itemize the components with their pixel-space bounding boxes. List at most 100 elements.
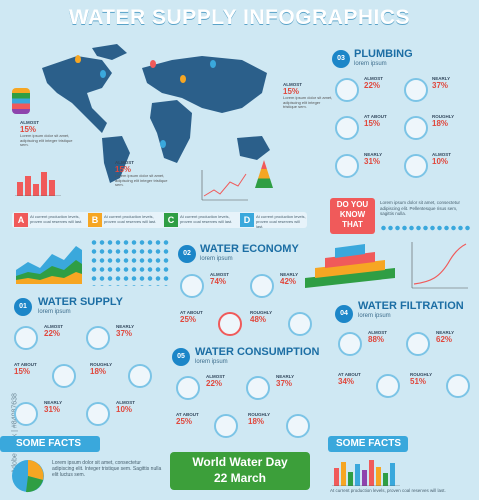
section-title: WATER CONSUMPTION (195, 346, 320, 358)
stat-percent: 18% (432, 119, 449, 128)
stat-label: NEARLY (436, 330, 455, 335)
section-title: PLUMBING (354, 48, 413, 60)
consumption-stat-1: ALMOST 22% (206, 374, 244, 388)
pipe-joint-icon (14, 402, 38, 426)
supply-stat-5: NEARLY 31% (44, 400, 82, 414)
filtration-stat-2: NEARLY 62% (436, 330, 474, 344)
some-facts-banner (0, 436, 100, 452)
stat-percent: 31% (44, 405, 61, 414)
stat-percent: 31% (364, 157, 381, 166)
stat-percent: 74% (210, 277, 227, 286)
stat-label: ALMOST (206, 374, 225, 379)
stat-label: ROUGHLY (90, 362, 113, 367)
consumption-stat-3: AT ABOUT 25% (176, 412, 214, 426)
world-water-day-banner: World Water Day 22 March (170, 452, 310, 490)
stat-percent: 15% (283, 87, 300, 96)
stat-percent: 37% (116, 329, 133, 338)
stat-label: NEARLY (364, 152, 383, 157)
water-meter-icon (250, 274, 274, 298)
stat-label: NEARLY (116, 324, 135, 329)
some-facts-title: SOME FACTS (336, 438, 402, 449)
stat-percent: 15% (20, 125, 37, 134)
filtration-stat-3: AT ABOUT 34% (338, 372, 376, 386)
sink-icon (176, 376, 200, 400)
stat-label: ALMOST (368, 330, 387, 335)
stat-percent: 10% (432, 157, 449, 166)
letter-d-text: At current production levels, proven coa… (256, 214, 306, 229)
stat-label: AT ABOUT (338, 372, 361, 377)
stat-percent: 22% (206, 379, 223, 388)
dyk-line1: DO YOU (336, 200, 369, 209)
letter-c: C (164, 213, 178, 227)
stat-percent: 62% (436, 335, 453, 344)
letter-b: B (88, 213, 102, 227)
section-subtitle: lorem ipsum (195, 359, 228, 365)
stat-percent: 48% (250, 315, 267, 324)
area-chart (16, 246, 82, 284)
shower-head-icon (214, 414, 238, 438)
stat-label: ALMOST (283, 82, 302, 87)
stat-percent: 22% (364, 81, 381, 90)
supply-stat-4: ROUGHLY 18% (90, 362, 128, 376)
plumbing-stat-6: ALMOST 10% (432, 152, 477, 166)
meter-icon (246, 376, 270, 400)
glass-icon (376, 374, 400, 398)
stat-label: AT ABOUT (176, 412, 199, 417)
stat-percent: 34% (338, 377, 355, 386)
bathtub-icon (335, 154, 359, 178)
stat-label: NEARLY (44, 400, 63, 405)
wwd-line2: 22 March (213, 471, 267, 485)
stat-label: NEARLY (276, 374, 295, 379)
staircase-chart (305, 244, 395, 288)
stat-percent: 51% (410, 377, 427, 386)
section-subtitle: lorem ipsum (354, 61, 387, 67)
stat-percent: 25% (176, 417, 193, 426)
stat-percent: 18% (90, 367, 107, 376)
stat-label: ALMOST (20, 120, 39, 125)
plumbing-stat-2: NEARLY 37% (432, 76, 477, 90)
section-number: 01 (14, 298, 32, 316)
stat-label: ALMOST (115, 160, 134, 165)
stat-percent: 18% (248, 417, 265, 426)
faucet-icon (180, 274, 204, 298)
letter-c-text: At current production levels, proven coa… (180, 214, 233, 224)
stat-label: AT ABOUT (364, 114, 387, 119)
section-number: 02 (178, 245, 196, 263)
drop-icon (160, 140, 166, 148)
did-you-know-badge: DO YOU KNOW THAT (330, 198, 375, 234)
stat-percent: 15% (364, 119, 381, 128)
wwd-line1: World Water Day (192, 455, 288, 469)
washing-machine-icon (404, 116, 428, 140)
toilet-icon (286, 414, 310, 438)
stat-label: ROUGHLY (248, 412, 271, 417)
stat-percent: 15% (115, 165, 132, 174)
letter-d: D (240, 213, 254, 227)
letters-banner (12, 212, 307, 228)
pipe-elbow-icon (14, 326, 38, 350)
supply-stat-1: ALMOST 22% (44, 324, 82, 338)
mini-line-chart (201, 170, 248, 201)
section-subtitle: lorem ipsum (38, 309, 71, 315)
stat-label: ALMOST (432, 152, 451, 157)
section-title: WATER ECONOMY (200, 243, 299, 255)
stat-label: NEARLY (280, 272, 299, 277)
letter-a: A (14, 213, 28, 227)
section-number: 04 (335, 305, 353, 323)
stat-label: ALMOST (116, 400, 135, 405)
plumbing-stat-5: NEARLY 31% (364, 152, 409, 166)
pie-icon (12, 460, 44, 493)
stat-percent: 37% (276, 379, 293, 388)
dyk-line2: KNOW (339, 210, 366, 219)
water-heater-icon (335, 78, 359, 102)
filtration-stat-1: ALMOST 88% (368, 330, 406, 344)
drop-icon (210, 60, 216, 68)
curve-chart (411, 242, 468, 289)
section-subtitle: lorem ipsum (358, 313, 391, 319)
some-facts-text: Lorem ipsum dolor sit amet, consectetur … (52, 460, 162, 478)
stat-percent: 42% (280, 277, 297, 286)
water-tap-icon (86, 326, 110, 350)
section-number: 03 (332, 50, 350, 68)
supply-stat-3: AT ABOUT 15% (14, 362, 52, 376)
stat-label: ROUGHLY (410, 372, 433, 377)
letter-b-text: At current production levels, proven coa… (104, 214, 157, 224)
